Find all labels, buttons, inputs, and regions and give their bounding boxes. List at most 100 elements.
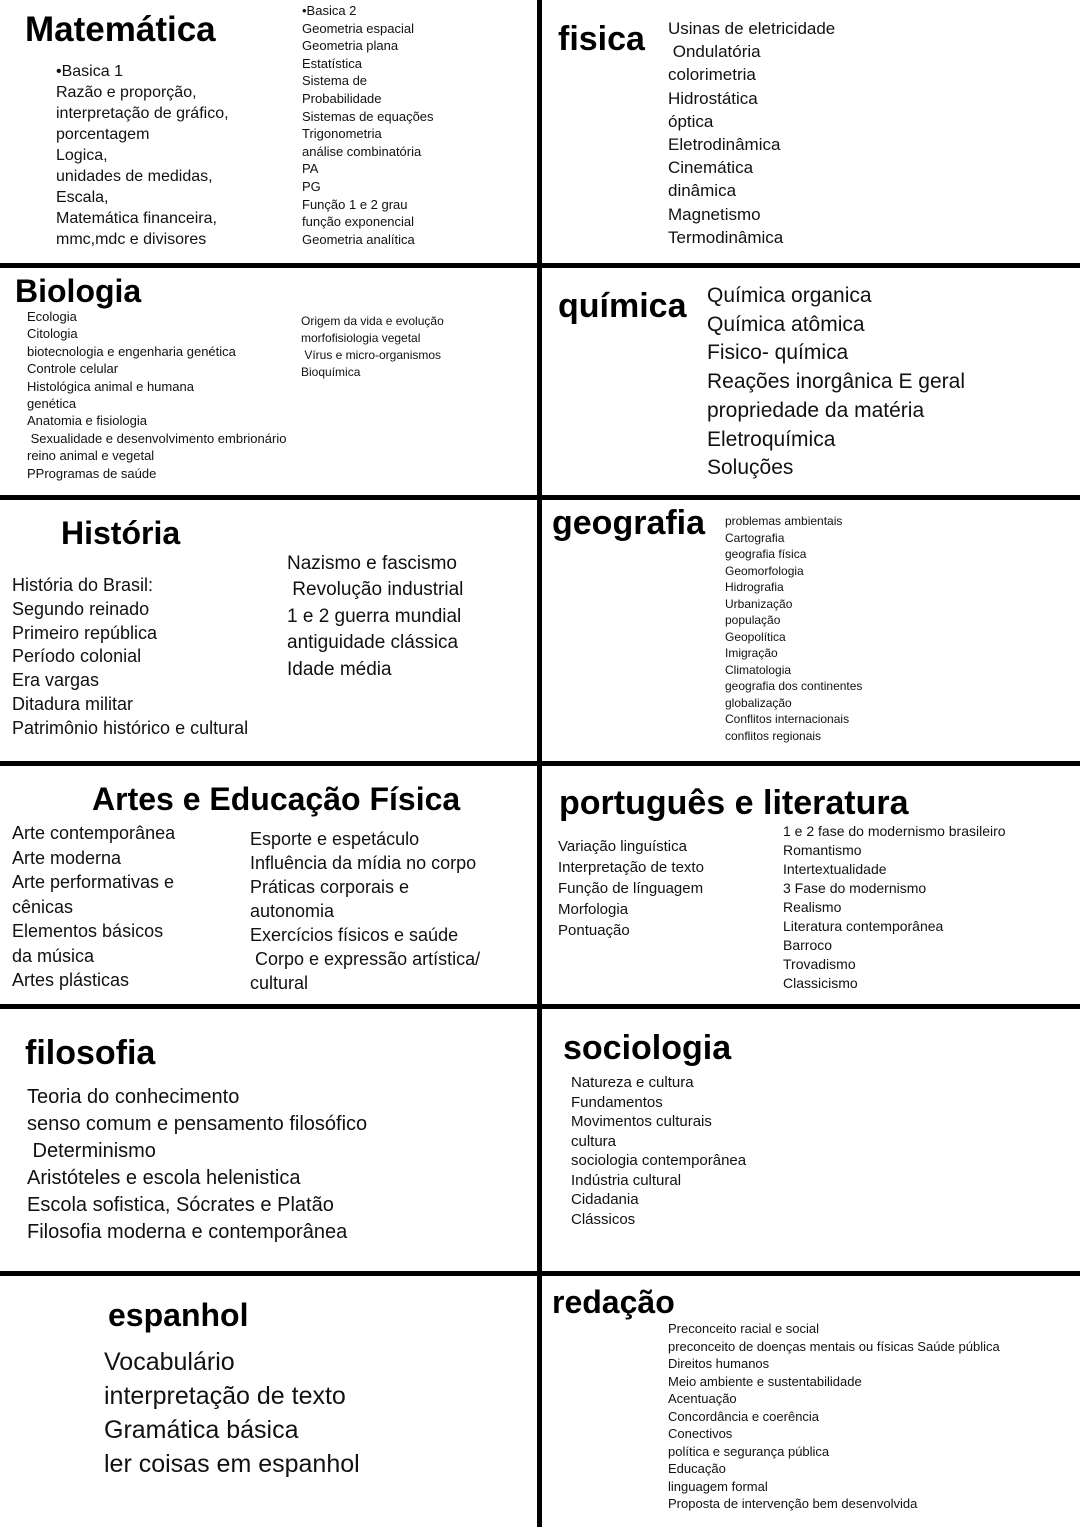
- topic-item: Anatomia e fisiologia: [27, 413, 147, 429]
- topic-item: Termodinâmica: [668, 227, 784, 247]
- section-title-quimica: química: [558, 287, 687, 325]
- topic-item: Ditadura militar: [12, 693, 134, 714]
- topic-item: Idade média: [287, 658, 392, 680]
- topic-item: autonomia: [250, 901, 335, 921]
- topic-item: Climatologia: [725, 662, 792, 677]
- topic-item: Matemática financeira,: [56, 210, 217, 227]
- topic-item: Intertextualidade: [783, 861, 887, 877]
- topic-item: 1 e 2 guerra mundial: [287, 605, 462, 627]
- topic-item: geografia física: [725, 547, 807, 561]
- topic-list: Vocabulário interpretação de texto Gramáti…: [104, 1345, 360, 1481]
- topic-item: Fundamentos: [571, 1093, 663, 1111]
- topic-item: Pontuação: [558, 922, 630, 939]
- topic-item: Aristóteles e escola helenistica: [27, 1167, 301, 1189]
- section-title-portugues: português e literatura: [559, 784, 909, 822]
- topic-list: Usinas de eletricidade Ondulatória colori…: [668, 17, 835, 249]
- topic-item: Usinas de eletricidade: [668, 19, 836, 38]
- horizontal-divider: [0, 263, 1080, 268]
- topic-item: Trovadismo: [783, 956, 856, 972]
- topic-list: Origem da vida e evolução morfofisiologia…: [301, 313, 444, 381]
- topic-item: PA: [302, 161, 319, 177]
- topic-item: Concordância e coerência: [668, 1408, 820, 1424]
- topic-item: Artes plásticas: [12, 970, 130, 990]
- topic-item: Clássicos: [571, 1210, 636, 1228]
- topic-item: Função 1 e 2 grau: [302, 196, 408, 212]
- topic-item: Preconceito racial e social: [668, 1321, 820, 1336]
- topic-item: Interpretação de texto: [558, 859, 704, 876]
- topic-item: Eletroquímica: [707, 427, 836, 451]
- section-title-geografia: geografia: [552, 504, 706, 542]
- topic-item: Eletrodinâmica: [668, 135, 781, 155]
- topic-list: Química organica Química atômica Fisico- q…: [707, 282, 965, 483]
- topic-item: porcentagem: [56, 126, 150, 143]
- topic-item: Práticas corporais e: [250, 877, 410, 897]
- topic-item: Literatura contemporânea: [783, 918, 944, 934]
- topic-item: Arte contemporânea: [12, 823, 176, 843]
- topic-item: •Basica 2: [302, 3, 357, 18]
- topic-item: óptica: [668, 111, 714, 131]
- topic-item: Barroco: [783, 937, 833, 953]
- topic-item: genética: [27, 396, 77, 412]
- topic-item: Sistemas de equações: [302, 108, 434, 124]
- topic-item: Vocabulário: [104, 1348, 235, 1376]
- section-title-artes: Artes e Educação Física: [92, 781, 461, 817]
- topic-item: Período colonial: [12, 646, 142, 667]
- topic-list: Ecologia Citologia biotecnologia e engenha…: [27, 308, 286, 482]
- topic-item: Direitos humanos: [668, 1356, 770, 1371]
- topic-item: Corpo e expressão artística/: [250, 949, 481, 969]
- topic-list: Variação linguística Interpretação de tex…: [558, 836, 704, 941]
- topic-item: Arte performativas e: [12, 872, 175, 892]
- topic-list: História do Brasil: Segundo reinado Primei…: [12, 574, 248, 741]
- topic-list: 1 e 2 fase do modernismo brasileiro Roman…: [783, 822, 1006, 993]
- topic-item: sociologia contemporânea: [571, 1152, 747, 1169]
- topic-list: Nazismo e fascismo Revolução industrial 1…: [287, 551, 463, 683]
- topic-item: Educação: [668, 1461, 726, 1476]
- topic-item: globalização: [725, 695, 792, 710]
- topic-item: Urbanização: [725, 596, 793, 611]
- topic-item: função exponencial: [302, 214, 415, 230]
- topic-item: Imigração: [725, 646, 778, 660]
- topic-item: Sistema de: [302, 73, 368, 89]
- topic-item: Histológica animal e humana: [27, 378, 194, 394]
- topic-item: 3 Fase do modernismo: [783, 880, 927, 896]
- topic-item: Química organica: [707, 284, 872, 307]
- topic-item: dinâmica: [668, 181, 737, 201]
- topic-item: Conflitos internacionais: [725, 712, 850, 726]
- topic-item: Teoria do conhecimento: [27, 1086, 240, 1108]
- topic-item: conflitos regionais: [725, 728, 822, 743]
- topic-item: Cinemática: [668, 158, 754, 178]
- topic-item: Soluções: [707, 456, 794, 480]
- topic-item: Primeiro república: [12, 622, 158, 643]
- topic-item: Bioquímica: [301, 365, 361, 379]
- topic-item: Citologia: [27, 326, 78, 342]
- topic-item: Esporte e espetáculo: [250, 829, 420, 849]
- topic-item: Escala,: [56, 189, 109, 206]
- topic-item: reino animal e vegetal: [27, 448, 155, 464]
- topic-item: Geomorfologia: [725, 563, 804, 578]
- topic-item: Conectivos: [668, 1426, 733, 1441]
- topic-item: Vírus e micro-organismos: [301, 348, 442, 362]
- topic-item: Filosofia moderna e contemporânea: [27, 1221, 348, 1243]
- section-title-filosofia: filosofia: [25, 1034, 156, 1072]
- topic-item: Geopolítica: [725, 629, 786, 644]
- topic-item: geografia dos continentes: [725, 679, 863, 693]
- topic-item: política e segurança pública: [668, 1443, 830, 1459]
- topic-item: Indústria cultural: [571, 1171, 682, 1189]
- horizontal-divider: [0, 1004, 1080, 1009]
- topic-item: Razão e proporção,: [56, 84, 197, 101]
- topic-item: Estatística: [302, 55, 362, 71]
- topic-item: Exercícios físicos e saúde: [250, 925, 459, 945]
- section-title-biologia: Biologia: [15, 273, 142, 309]
- topic-item: Gramática básica: [104, 1416, 299, 1444]
- topic-list: Preconceito racial e social preconceito d…: [668, 1320, 1000, 1513]
- topic-item: Sexualidade e desenvolvimento embrionári…: [27, 430, 287, 446]
- horizontal-divider: [0, 495, 1080, 500]
- topic-item: problemas ambientais: [725, 514, 843, 528]
- topic-list: Natureza e cultura Fundamentos Movimentos …: [571, 1073, 746, 1229]
- topic-item: Natureza e cultura: [571, 1074, 694, 1091]
- topic-item: cultura: [571, 1132, 617, 1150]
- topic-item: Classicismo: [783, 975, 858, 991]
- topic-item: cultural: [250, 973, 309, 993]
- section-title-espanhol: espanhol: [108, 1297, 249, 1333]
- topic-item: biotecnologia e engenharia genética: [27, 343, 236, 359]
